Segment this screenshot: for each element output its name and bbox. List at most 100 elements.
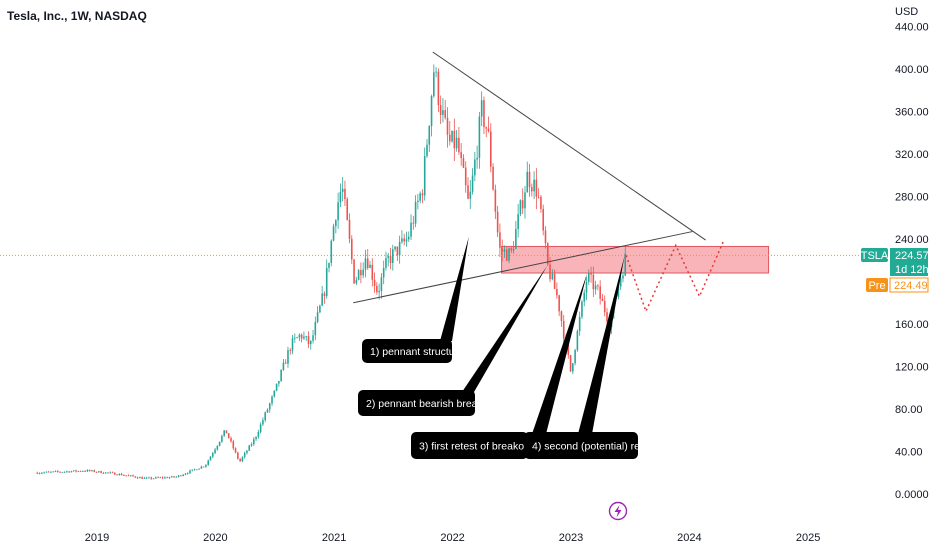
candle xyxy=(180,475,182,477)
candle xyxy=(118,473,121,476)
candle xyxy=(275,383,278,392)
candle xyxy=(517,203,519,238)
candle xyxy=(43,471,45,474)
x-tick-label: 2021 xyxy=(322,532,346,544)
candle xyxy=(278,380,280,387)
candle xyxy=(198,468,200,470)
candle xyxy=(480,91,483,127)
y-tick-label: 80.00 xyxy=(895,404,923,416)
candle xyxy=(385,251,387,271)
candle xyxy=(319,304,321,314)
candle xyxy=(159,476,162,479)
candle xyxy=(503,245,506,258)
candle xyxy=(221,434,223,443)
candle xyxy=(364,249,367,278)
candle xyxy=(237,451,239,460)
candle xyxy=(412,215,415,230)
candle xyxy=(218,441,221,447)
candle xyxy=(339,183,342,207)
candle xyxy=(84,470,86,472)
candle xyxy=(512,241,515,254)
candle xyxy=(230,436,232,443)
candle xyxy=(61,471,64,473)
candle xyxy=(191,469,194,472)
candle xyxy=(136,476,139,479)
candle xyxy=(335,219,337,234)
y-tick-label: 40.00 xyxy=(895,447,923,459)
candle xyxy=(515,221,517,250)
y-tick-label: 280.00 xyxy=(895,192,929,204)
candle xyxy=(143,476,146,479)
pre-price-value: 224.49 xyxy=(894,280,928,292)
candle xyxy=(282,358,285,371)
candle xyxy=(521,188,524,215)
candle xyxy=(123,474,125,477)
candle xyxy=(487,116,490,133)
candle xyxy=(451,130,453,143)
candle xyxy=(519,199,522,217)
candle xyxy=(161,476,164,480)
candle xyxy=(289,348,292,355)
candle xyxy=(287,346,289,368)
candle xyxy=(298,333,301,342)
candle xyxy=(266,408,269,413)
candle xyxy=(467,177,469,200)
last-price-value: 224.57 xyxy=(895,250,929,262)
last-price-badge: TSLA 224.57 1d 12h xyxy=(861,248,929,276)
candle xyxy=(280,369,282,382)
candle xyxy=(562,315,565,344)
candle xyxy=(594,280,597,295)
candle xyxy=(624,245,627,277)
candle xyxy=(435,67,437,78)
candle xyxy=(619,275,622,291)
candle xyxy=(155,476,157,479)
candle xyxy=(437,68,440,113)
candle xyxy=(389,247,392,270)
candle xyxy=(107,472,109,474)
candle xyxy=(380,273,383,299)
candle xyxy=(585,276,588,301)
candle xyxy=(428,125,431,152)
candle xyxy=(464,161,467,193)
candle xyxy=(433,64,435,98)
currency-label: USD xyxy=(895,6,918,18)
y-tick-label: 400.00 xyxy=(895,64,929,76)
candle xyxy=(248,444,251,451)
candle xyxy=(382,260,385,285)
candle xyxy=(574,348,576,366)
candle xyxy=(581,300,583,319)
candle xyxy=(348,213,351,244)
callouts-layer: 1) pennant structure 2) pennant bearish b… xyxy=(358,236,657,459)
y-tick-label: 360.00 xyxy=(895,107,929,119)
candle xyxy=(483,96,485,134)
candle xyxy=(41,472,43,475)
candle xyxy=(113,472,116,475)
resistance-zone xyxy=(501,245,770,274)
candle xyxy=(328,262,330,273)
candle xyxy=(576,329,579,352)
x-axis: 2019 2020 2021 2022 2023 2024 2025 xyxy=(85,532,821,544)
candle xyxy=(127,474,130,477)
candle xyxy=(291,335,294,355)
candle xyxy=(141,476,143,479)
candle xyxy=(325,259,328,299)
candle xyxy=(95,471,98,473)
candle xyxy=(510,246,513,254)
candle xyxy=(175,476,178,478)
candle xyxy=(444,99,447,120)
candle xyxy=(553,269,556,290)
y-tick-label: 160.00 xyxy=(895,319,929,331)
candle xyxy=(360,262,362,284)
candle xyxy=(462,154,465,168)
candle xyxy=(542,204,545,236)
candle xyxy=(421,189,424,204)
candle xyxy=(262,417,264,427)
candle xyxy=(132,474,134,477)
candle xyxy=(426,138,428,158)
candle xyxy=(323,291,326,304)
candle xyxy=(234,447,237,454)
candle xyxy=(587,269,590,285)
candle xyxy=(501,239,503,262)
candle xyxy=(129,475,132,477)
candle xyxy=(531,183,533,197)
